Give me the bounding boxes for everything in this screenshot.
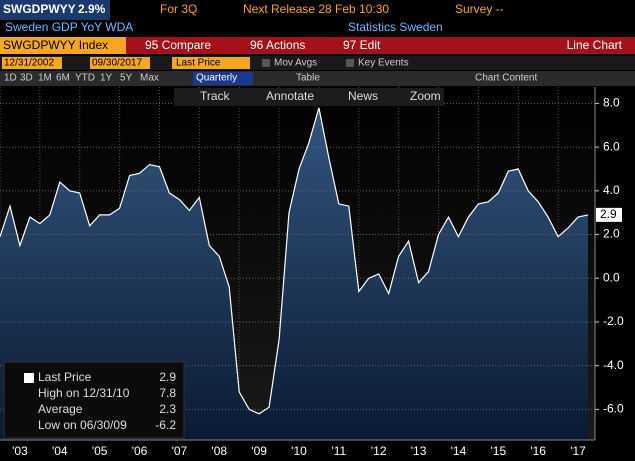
legend-value: 7.8: [159, 386, 176, 400]
y-tick-label: 2.0: [603, 227, 620, 241]
line: [0, 107, 589, 415]
source: Statistics Sweden: [348, 20, 443, 34]
next-release: Next Release 28 Feb 10:30: [243, 2, 389, 16]
mov-avgs[interactable]: Mov Avgs: [274, 58, 317, 69]
date-bar: [0, 56, 635, 70]
edit[interactable]: 97 Edit: [343, 38, 381, 52]
end-date[interactable]: 09/30/2017: [92, 58, 142, 69]
x-tick-label: '08: [211, 444, 227, 458]
actions[interactable]: 96 Actions: [250, 38, 305, 52]
x-tick-label: '09: [251, 444, 267, 458]
price-tag: [596, 207, 622, 222]
start-date[interactable]: 12/31/2002: [4, 58, 54, 69]
x-tick-label: '12: [371, 444, 387, 458]
x-tick-label: '10: [291, 444, 307, 458]
key-events[interactable]: Key Events: [358, 58, 409, 69]
ticker: SWGDPWYY: [3, 2, 76, 16]
range-button[interactable]: 1Y: [100, 73, 113, 84]
toolbar: [174, 88, 444, 106]
y-tick-label: -6.0: [603, 402, 624, 416]
x-tick-label: '16: [530, 444, 546, 458]
period: For 3Q: [160, 2, 197, 16]
tool-button[interactable]: Annotate: [266, 89, 314, 103]
frequency-box[interactable]: [193, 72, 253, 85]
view[interactable]: Line Chart: [567, 38, 623, 52]
y-tick-label: 0.0: [603, 270, 620, 284]
range-button[interactable]: 3D: [20, 73, 33, 84]
field[interactable]: Last Price: [176, 58, 221, 69]
range-button[interactable]: 1D: [4, 73, 17, 84]
start-date-box[interactable]: [2, 57, 62, 69]
survey: Survey --: [455, 2, 504, 16]
range-button[interactable]: YTD: [75, 73, 95, 84]
legend-label: Low on 06/30/09: [38, 418, 127, 432]
compare[interactable]: 95 Compare: [145, 38, 211, 52]
legend-swatch: [24, 373, 34, 383]
frequency[interactable]: Quarterly: [196, 73, 237, 84]
legend-label: High on 12/31/10: [38, 386, 130, 400]
x-tick-label: '07: [172, 444, 188, 458]
price-tag-label: 2.9: [600, 207, 617, 221]
tool-button[interactable]: Track: [200, 89, 231, 103]
x-tick-label: '11: [331, 444, 346, 458]
range-bar: [0, 71, 635, 86]
table[interactable]: Table: [296, 73, 320, 84]
y-tick-label: -4.0: [603, 358, 624, 372]
y-tick-label: 6.0: [603, 139, 620, 153]
checkbox[interactable]: [262, 59, 270, 67]
legend-label: Average: [38, 402, 83, 416]
x-tick-label: '04: [52, 444, 68, 458]
ticker-box: [0, 0, 110, 20]
description: Sweden GDP YoY WDA: [5, 20, 133, 34]
y-tick-label: -2.0: [603, 314, 624, 328]
x-tick-label: '05: [92, 444, 108, 458]
legend-value: 2.9: [159, 370, 176, 384]
tool-button[interactable]: News: [348, 89, 378, 103]
menu-bar: [0, 37, 635, 54]
y-tick-label: 4.0: [603, 183, 620, 197]
chart-content[interactable]: Chart Content: [475, 73, 537, 84]
last: 2.9%: [78, 2, 106, 16]
x-tick-label: '17: [570, 444, 586, 458]
checkbox[interactable]: [346, 59, 354, 67]
field-box[interactable]: [172, 57, 250, 69]
security-box[interactable]: [0, 37, 126, 54]
range-button[interactable]: Max: [140, 73, 159, 84]
x-tick-label: '06: [132, 444, 148, 458]
range-button[interactable]: 1M: [38, 73, 52, 84]
x-tick-label: '15: [490, 444, 506, 458]
tool-button[interactable]: Zoom: [410, 89, 441, 103]
legend-value: 2.3: [159, 402, 176, 416]
security[interactable]: SWGDPWYY Index: [3, 38, 108, 52]
x-tick-label: '14: [451, 444, 467, 458]
end-date-box[interactable]: [90, 57, 150, 69]
legend-label: Last Price: [38, 370, 92, 384]
range-button[interactable]: 6M: [56, 73, 70, 84]
y-tick-label: 8.0: [603, 96, 620, 110]
x-tick-label: '13: [411, 444, 427, 458]
x-tick-label: '03: [12, 444, 28, 458]
legend-value: -6.2: [155, 418, 176, 432]
range-button[interactable]: 5Y: [120, 73, 133, 84]
